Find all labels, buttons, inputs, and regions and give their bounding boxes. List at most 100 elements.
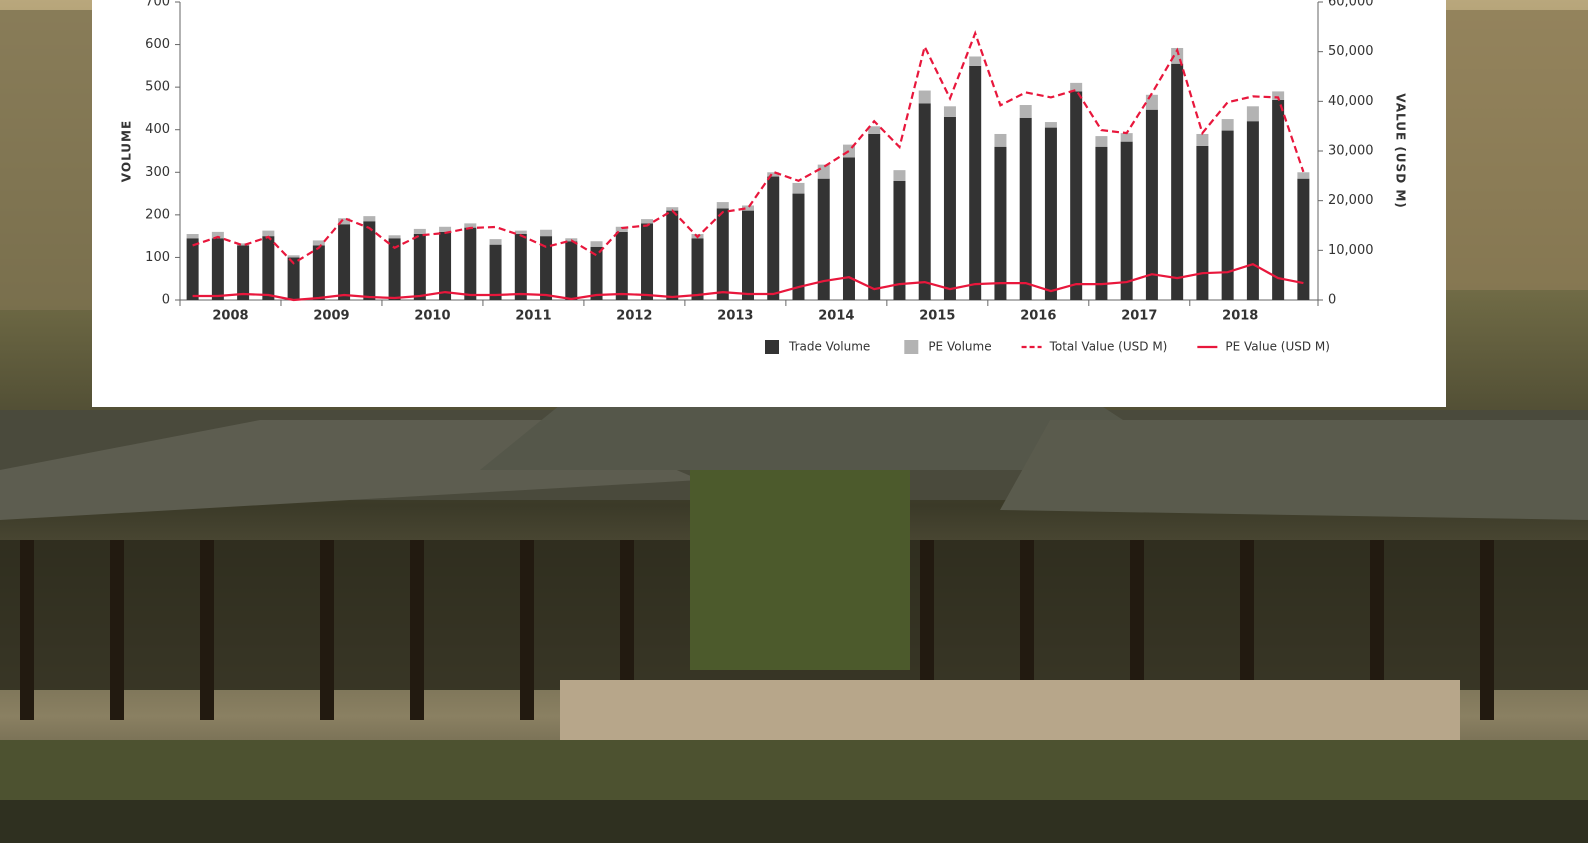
x-group-label: 2009 xyxy=(313,309,349,324)
bar xyxy=(464,223,477,228)
bar xyxy=(388,238,401,300)
bar xyxy=(842,157,855,300)
y-tick-label: 400 xyxy=(145,122,170,137)
y-tick-label: 700 xyxy=(145,0,170,10)
bar xyxy=(767,176,780,300)
y-tick-label: 100 xyxy=(145,250,170,265)
x-group-label: 2011 xyxy=(515,309,551,324)
bar xyxy=(1019,105,1032,118)
bar xyxy=(590,246,603,300)
bar xyxy=(918,103,931,300)
bar xyxy=(615,231,628,300)
bar xyxy=(615,226,628,232)
bar xyxy=(186,234,199,239)
bar xyxy=(893,170,906,181)
bar xyxy=(287,255,300,258)
bar xyxy=(868,126,881,134)
bar xyxy=(691,238,704,300)
bar xyxy=(312,240,325,246)
bar xyxy=(1120,133,1133,142)
bar xyxy=(211,231,224,239)
bar xyxy=(1246,121,1259,300)
bar xyxy=(540,236,553,300)
y2-tick-label: 10,000 xyxy=(1328,243,1374,258)
bar xyxy=(338,218,351,225)
bar xyxy=(969,65,982,300)
bar xyxy=(565,241,578,300)
bar xyxy=(489,244,502,300)
x-group-label: 2014 xyxy=(818,309,854,324)
bar xyxy=(1145,94,1158,110)
legend-label: Total Value (USD M) xyxy=(1049,340,1168,354)
y2-tick-label: 0 xyxy=(1328,293,1336,308)
bar xyxy=(186,238,199,300)
bar xyxy=(1044,122,1057,128)
bar xyxy=(817,178,830,300)
bar xyxy=(262,236,275,300)
bar xyxy=(464,227,477,300)
x-group-label: 2016 xyxy=(1020,309,1056,324)
bar xyxy=(868,133,881,300)
legend-swatch xyxy=(765,340,779,354)
line xyxy=(192,263,1304,302)
bar xyxy=(943,106,956,117)
y-axis-title: VOLUME xyxy=(120,120,134,182)
bar xyxy=(1095,136,1108,147)
legend-label: PE Volume xyxy=(928,340,991,354)
bar xyxy=(237,245,250,300)
bar xyxy=(1070,91,1083,301)
bar xyxy=(1246,106,1259,122)
bar xyxy=(742,210,754,300)
bar xyxy=(1196,133,1209,146)
y2-axis-title: VALUE (USD M) xyxy=(1394,93,1408,209)
y-tick-label: 200 xyxy=(145,207,170,222)
bar xyxy=(1044,127,1057,300)
bar xyxy=(1095,146,1108,300)
x-group-label: 2012 xyxy=(616,309,652,324)
x-group-label: 2018 xyxy=(1222,309,1258,324)
bar xyxy=(1120,141,1133,300)
y2-tick-label: 30,000 xyxy=(1328,144,1374,159)
bar xyxy=(1221,119,1234,131)
bar xyxy=(1171,63,1184,300)
y-tick-label: 300 xyxy=(145,165,170,180)
bar xyxy=(514,230,527,235)
bar xyxy=(363,216,376,222)
bar xyxy=(742,205,754,211)
bar xyxy=(439,226,452,232)
bar xyxy=(262,230,275,237)
bar xyxy=(590,241,603,247)
y-tick-label: 600 xyxy=(145,37,170,52)
bar xyxy=(413,234,426,300)
bar xyxy=(994,133,1007,147)
bar xyxy=(666,210,679,300)
bar xyxy=(1145,109,1158,300)
bar xyxy=(792,193,805,300)
bar xyxy=(312,245,325,300)
bar xyxy=(1272,91,1285,100)
bar xyxy=(641,219,654,224)
y2-tick-label: 50,000 xyxy=(1328,44,1374,59)
bar xyxy=(1297,178,1310,300)
y-tick-label: 0 xyxy=(162,293,170,308)
x-group-label: 2008 xyxy=(212,309,248,324)
bar xyxy=(666,207,679,211)
bar xyxy=(1221,130,1234,300)
bar xyxy=(363,221,376,300)
bar xyxy=(514,234,527,300)
bar xyxy=(540,229,553,237)
bar xyxy=(767,172,780,177)
bar xyxy=(237,243,250,246)
x-group-label: 2015 xyxy=(919,309,955,324)
bar xyxy=(388,235,401,239)
x-group-label: 2017 xyxy=(1121,309,1157,324)
line xyxy=(192,30,1305,265)
bar xyxy=(817,164,830,179)
bar xyxy=(1272,99,1285,301)
bar xyxy=(893,180,906,300)
bar xyxy=(1196,145,1209,300)
bar xyxy=(211,238,224,300)
bar xyxy=(716,202,729,209)
